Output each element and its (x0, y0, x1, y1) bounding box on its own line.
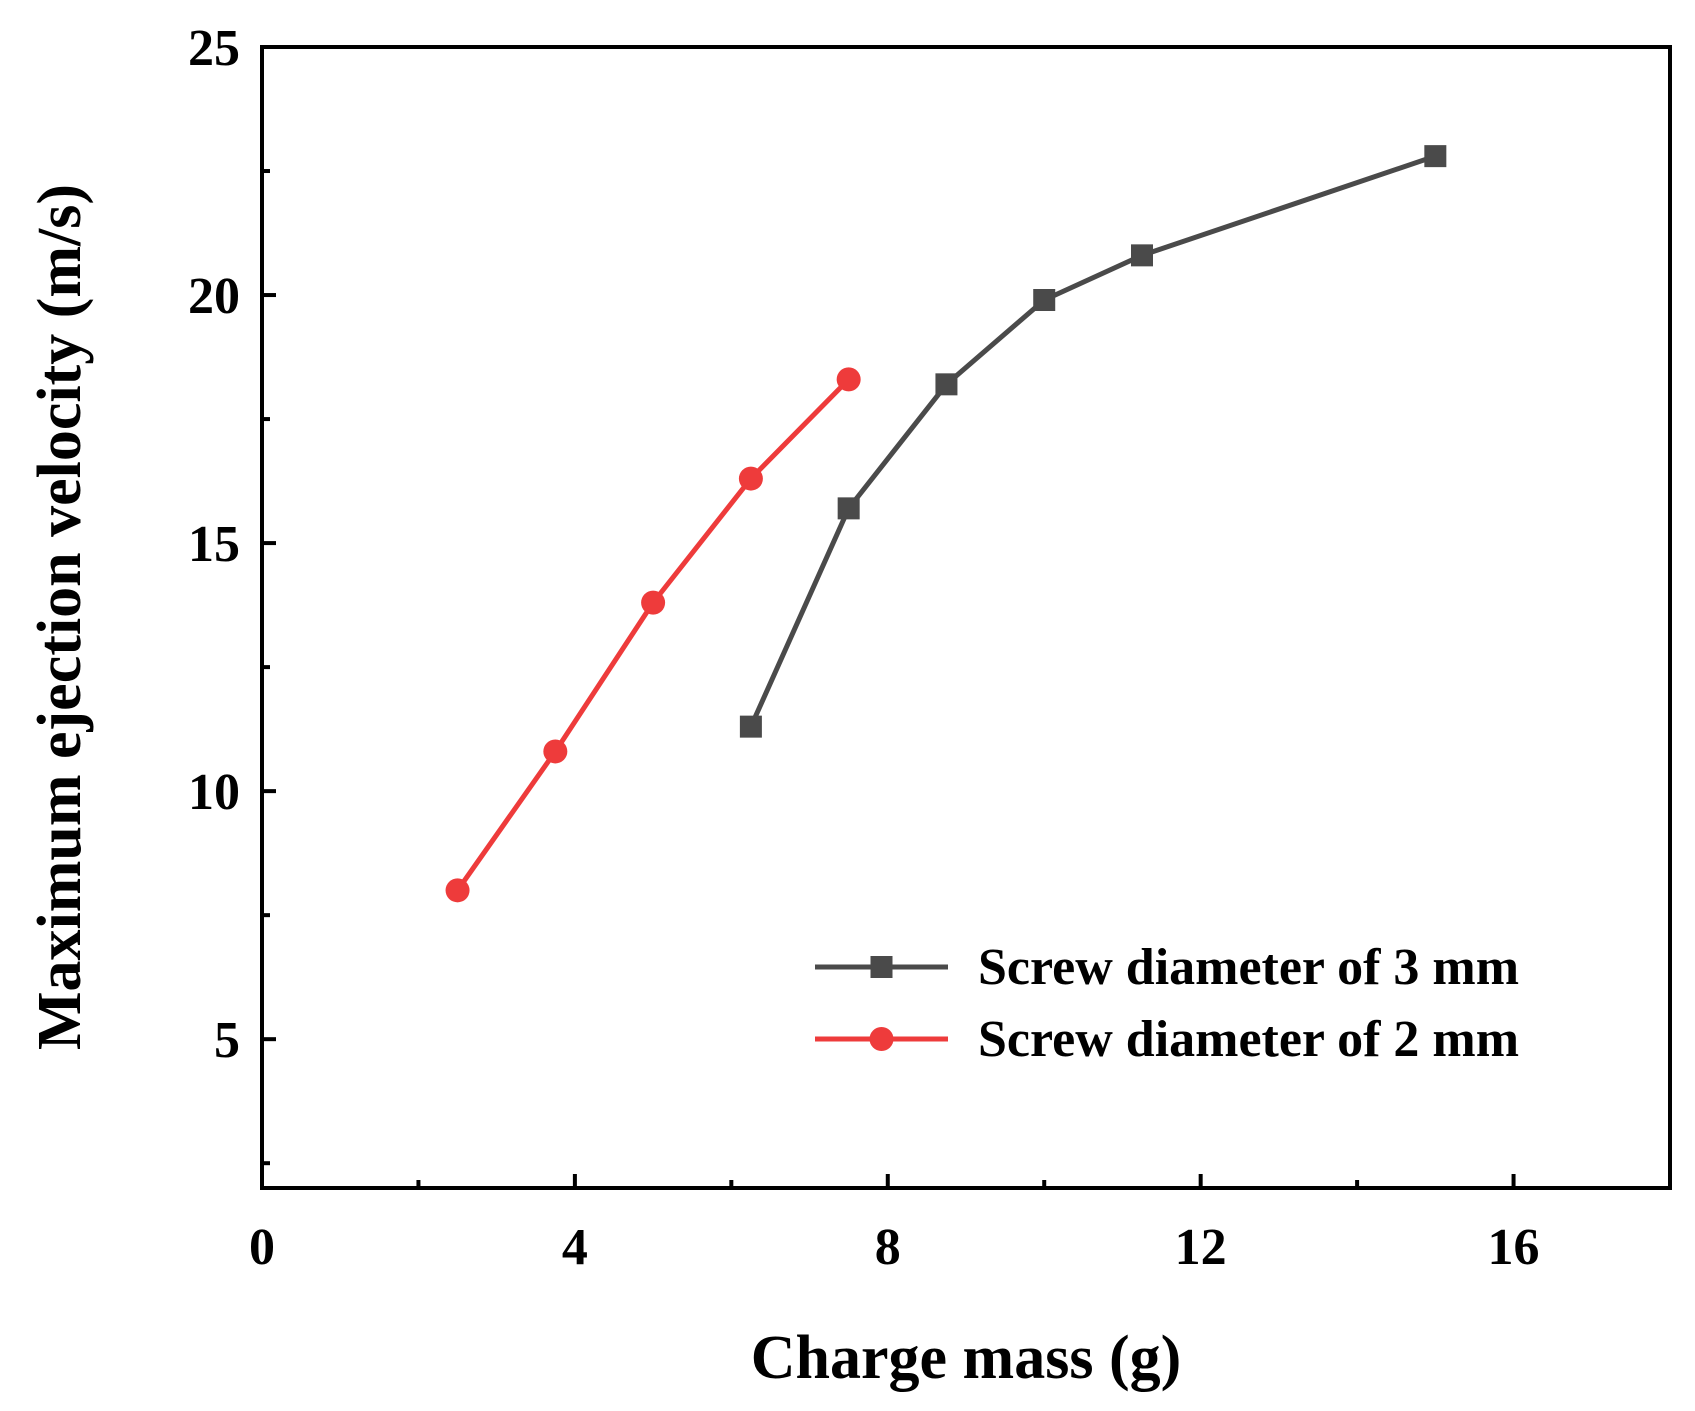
plot-frame (260, 45, 1672, 1190)
x-tick-label: 12 (1175, 1219, 1227, 1276)
data-point (543, 739, 568, 764)
y-axis: 5 10 15 20 25 (188, 20, 276, 1166)
legend-marker (870, 956, 893, 978)
x-axis: 0 4 8 12 16 (249, 1174, 1540, 1276)
legend-marker (869, 1027, 894, 1051)
data-point (1131, 244, 1153, 267)
x-tick-label: 16 (1488, 1219, 1540, 1276)
data-point (935, 373, 958, 396)
x-tick-label: 0 (249, 1219, 275, 1276)
legend: Screw diameter of 3 mm Screw diameter of … (815, 939, 1519, 1068)
data-point (836, 367, 861, 392)
x-tick-label: 4 (562, 1219, 588, 1276)
y-tick-label: 20 (188, 268, 240, 325)
legend-label: Screw diameter of 3 mm (978, 939, 1519, 996)
data-point (738, 466, 763, 491)
data-point (641, 590, 666, 615)
legend-label: Screw diameter of 2 mm (978, 1011, 1519, 1068)
data-point (445, 878, 470, 903)
y-axis-title: Maximum ejection velocity (m/s) (26, 184, 94, 1050)
y-tick-label: 15 (188, 516, 240, 573)
x-tick-label: 8 (875, 1219, 901, 1276)
x-axis-title: Charge mass (g) (751, 1324, 1182, 1392)
data-point (1033, 289, 1056, 312)
data-point (739, 715, 762, 738)
series-layer (445, 145, 1447, 903)
data-point (1424, 145, 1447, 168)
y-tick-label: 10 (188, 764, 240, 821)
y-tick-label: 5 (214, 1012, 240, 1069)
y-tick-label: 25 (188, 20, 240, 77)
series-line-1 (748, 153, 1437, 728)
data-point (837, 497, 860, 520)
